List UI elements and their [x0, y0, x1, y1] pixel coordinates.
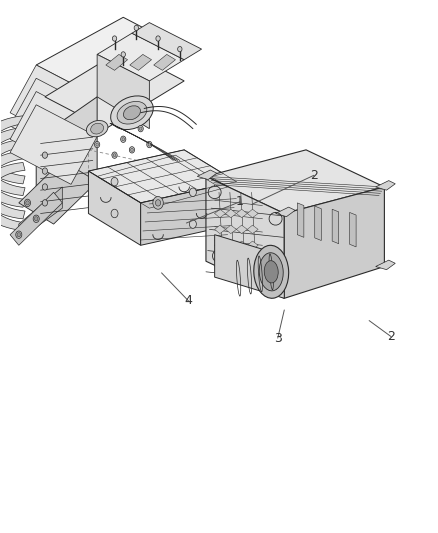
Polygon shape — [10, 65, 97, 144]
Polygon shape — [215, 235, 284, 298]
Polygon shape — [247, 241, 258, 249]
Circle shape — [134, 25, 138, 30]
Polygon shape — [237, 241, 247, 249]
Circle shape — [139, 127, 142, 130]
Polygon shape — [0, 139, 25, 207]
Circle shape — [147, 141, 152, 148]
Circle shape — [96, 143, 99, 146]
Polygon shape — [237, 209, 247, 217]
Circle shape — [112, 152, 117, 158]
Polygon shape — [237, 225, 247, 233]
Ellipse shape — [117, 101, 147, 124]
Polygon shape — [154, 54, 176, 70]
Polygon shape — [226, 209, 237, 217]
Circle shape — [121, 52, 125, 57]
Polygon shape — [45, 49, 184, 128]
Text: 4: 4 — [184, 294, 192, 308]
Text: 1: 1 — [236, 195, 244, 208]
Circle shape — [189, 220, 196, 228]
Polygon shape — [19, 187, 62, 240]
Polygon shape — [10, 92, 97, 171]
Polygon shape — [206, 150, 385, 214]
Ellipse shape — [254, 245, 289, 298]
Polygon shape — [215, 209, 226, 217]
Polygon shape — [10, 78, 97, 158]
Ellipse shape — [264, 261, 278, 283]
Polygon shape — [226, 257, 237, 265]
Polygon shape — [376, 260, 395, 270]
Polygon shape — [141, 182, 237, 245]
Text: 3: 3 — [274, 332, 282, 344]
Polygon shape — [10, 192, 62, 245]
Circle shape — [131, 148, 133, 151]
Polygon shape — [247, 225, 258, 233]
Ellipse shape — [91, 123, 104, 134]
Circle shape — [42, 200, 47, 206]
Circle shape — [35, 216, 38, 221]
Text: 2: 2 — [310, 169, 318, 182]
Ellipse shape — [111, 96, 153, 130]
Ellipse shape — [259, 253, 283, 291]
Polygon shape — [215, 225, 226, 233]
Circle shape — [148, 143, 151, 146]
Polygon shape — [36, 17, 184, 97]
Circle shape — [113, 36, 117, 41]
Circle shape — [155, 200, 161, 206]
Circle shape — [138, 125, 143, 132]
Polygon shape — [247, 209, 258, 217]
Circle shape — [153, 197, 163, 209]
Polygon shape — [215, 257, 226, 265]
Polygon shape — [276, 207, 295, 216]
Circle shape — [189, 188, 196, 197]
Polygon shape — [132, 22, 201, 60]
Polygon shape — [376, 181, 395, 190]
Polygon shape — [106, 54, 127, 70]
Polygon shape — [130, 54, 152, 70]
Circle shape — [111, 177, 118, 186]
Text: 2: 2 — [387, 330, 395, 343]
Polygon shape — [226, 225, 237, 233]
Polygon shape — [0, 163, 25, 231]
Polygon shape — [0, 127, 25, 196]
Polygon shape — [332, 209, 339, 244]
Polygon shape — [315, 206, 321, 240]
Circle shape — [120, 136, 126, 142]
Polygon shape — [97, 33, 184, 81]
Circle shape — [26, 201, 29, 205]
Polygon shape — [206, 176, 284, 298]
Circle shape — [129, 147, 134, 153]
Polygon shape — [215, 241, 226, 249]
Polygon shape — [237, 257, 247, 265]
Circle shape — [42, 152, 47, 158]
Polygon shape — [247, 257, 258, 265]
Polygon shape — [284, 187, 385, 298]
Circle shape — [156, 36, 160, 41]
Polygon shape — [197, 170, 217, 180]
Polygon shape — [226, 241, 237, 249]
Circle shape — [42, 184, 47, 190]
Circle shape — [122, 138, 124, 141]
Polygon shape — [0, 116, 25, 184]
Polygon shape — [350, 213, 356, 247]
Polygon shape — [297, 203, 304, 237]
Polygon shape — [97, 54, 149, 128]
Circle shape — [95, 141, 100, 148]
Circle shape — [33, 215, 39, 222]
Polygon shape — [88, 150, 237, 203]
Circle shape — [17, 232, 21, 237]
Polygon shape — [88, 171, 141, 245]
Polygon shape — [0, 151, 25, 219]
Circle shape — [16, 231, 22, 238]
Polygon shape — [10, 105, 97, 184]
Polygon shape — [19, 160, 97, 224]
Circle shape — [42, 168, 47, 174]
Circle shape — [178, 46, 182, 52]
Ellipse shape — [86, 120, 108, 137]
Circle shape — [113, 154, 116, 157]
Ellipse shape — [124, 106, 141, 120]
Circle shape — [111, 209, 118, 217]
Circle shape — [25, 199, 31, 207]
Polygon shape — [36, 97, 97, 224]
